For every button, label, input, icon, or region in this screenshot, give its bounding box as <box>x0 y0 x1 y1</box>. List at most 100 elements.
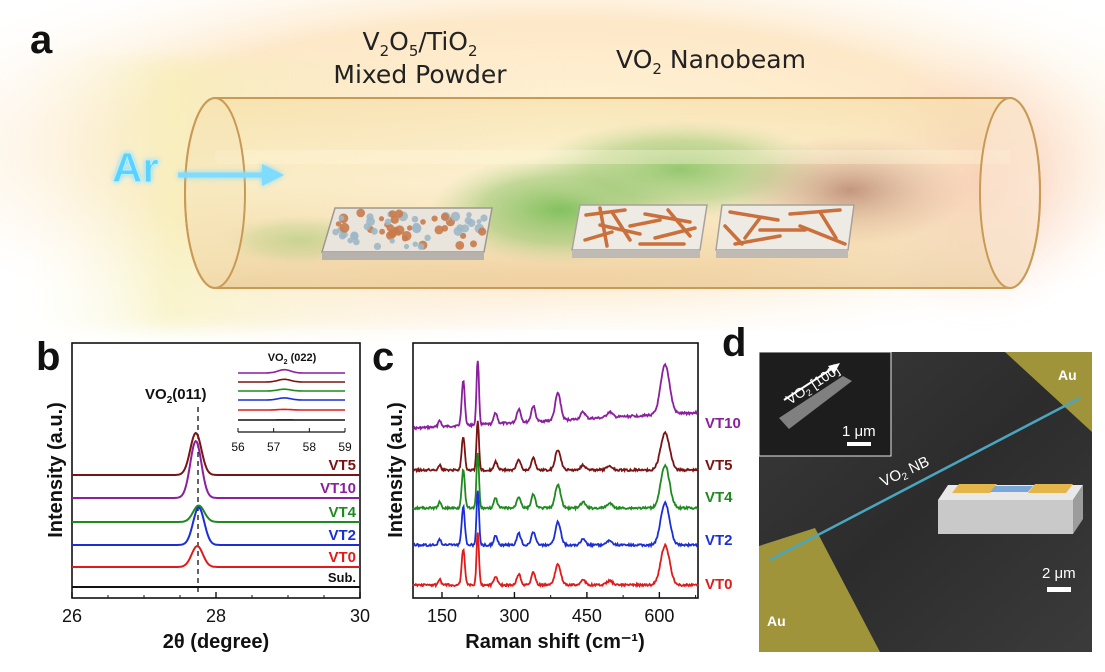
nanobeam-substrate-2 <box>715 204 855 258</box>
inset-arrow-head <box>828 363 840 374</box>
panel-b-y-label: Intensity (a.u.) <box>45 402 67 538</box>
powder-label-line2: Mixed Powder <box>333 60 507 89</box>
vo2-nanobeam-rod <box>798 224 847 246</box>
powder-particle <box>394 209 404 218</box>
nanobeams-2 <box>723 208 847 246</box>
vo2-nanobeam-rod <box>666 208 692 238</box>
sem-image: VO2 [100] 1 μm Au Au VO2 NB 2 μm <box>759 352 1092 652</box>
inset-scale-bar <box>847 442 871 446</box>
powder-particle <box>373 242 382 250</box>
powder-particle <box>411 215 419 223</box>
powder-particle <box>453 226 463 236</box>
panel-b-x-ticks: 26 28 30 <box>62 592 370 626</box>
inset-title: VO2 (022) <box>268 352 317 366</box>
vo2-nanobeam-rod <box>788 208 842 216</box>
panel-b-curve-vt0 <box>72 545 360 568</box>
vo2-nanobeam-rod <box>628 218 662 228</box>
panel-b-curve-vt5 <box>72 431 360 476</box>
panel-c-curve-vt0 <box>412 532 699 589</box>
vo2-nanobeam <box>769 396 1081 562</box>
inset-x-tick-label: 57 <box>267 440 281 454</box>
powder-particle <box>356 208 366 218</box>
vo2-nanobeam-rod <box>653 226 697 240</box>
device-front <box>938 500 1073 534</box>
nanobeam-label: VO2 Nanobeam <box>616 45 806 78</box>
panel-c: c VT10 VT5 VT4 VT2 VT0 150 300 450 600 Raman sh… <box>372 335 741 653</box>
vo2-nanobeam-rod <box>743 216 762 240</box>
panel-b-series-label: VT10 <box>320 480 356 497</box>
powder-particle <box>420 219 426 225</box>
inset-x-tick-label: 59 <box>338 440 352 454</box>
powder-particle <box>441 212 449 221</box>
powder-particles <box>332 208 488 250</box>
powder-particle <box>386 231 395 240</box>
panel-b-series-label: Sub. <box>328 570 356 585</box>
panel-c-series-label: VT2 <box>705 532 733 549</box>
panel-c-series-label: VT10 <box>705 415 741 432</box>
powder-particle <box>403 243 410 250</box>
nanobeam-substrate-1 <box>571 204 708 258</box>
powder-particle <box>461 224 469 233</box>
tube-right-end <box>979 97 1041 289</box>
panel-c-series-labels: VT10 VT5 VT4 VT2 VT0 <box>705 415 741 593</box>
panel-d-letter: d <box>722 321 746 365</box>
powder-particle <box>389 238 395 244</box>
powder-particle <box>352 238 360 246</box>
powder-particle <box>431 215 438 222</box>
vo2-nanobeam-rod <box>728 210 780 222</box>
panel-c-x-label: Raman shift (cm⁻¹) <box>465 631 644 653</box>
powder-particle <box>335 221 342 227</box>
panel-b-x-tick-label: 30 <box>350 606 370 626</box>
powder-particle <box>478 227 487 236</box>
panel-c-curve-vt5 <box>412 420 699 474</box>
panel-c-series-label: VT5 <box>705 457 733 474</box>
panel-c-y-label: Intensity (a.u.) <box>385 402 407 538</box>
panel-c-curve-vt10 <box>412 360 699 431</box>
vo2-nanobeam-rod <box>584 208 627 217</box>
powder-particle <box>347 237 354 244</box>
powder-particle <box>450 211 461 222</box>
powder-particle <box>395 225 405 235</box>
panel-c-curve-vt4 <box>412 452 699 512</box>
inset-curve-vt2 <box>238 397 345 401</box>
au-bottom-label: Au <box>767 613 786 629</box>
powder-particle <box>424 234 431 241</box>
panel-b-x-tick-label: 28 <box>206 606 226 626</box>
panel-b-series-label: VT2 <box>328 527 356 544</box>
inset-curves <box>238 368 345 421</box>
panel-c-series-label: VT0 <box>705 576 733 593</box>
powder-particle <box>467 219 476 227</box>
powder-particle <box>384 218 392 226</box>
device-channel <box>990 486 1033 492</box>
panel-b: b VT10 VT5 VT4 VT2 VT0 Sub. VO2(011) VO2 (022… <box>36 335 370 653</box>
powder-particle <box>480 214 488 222</box>
powder-particle <box>411 223 422 234</box>
panel-b-curve-vt10 <box>72 439 360 499</box>
powder-particle <box>417 243 425 250</box>
panel-b-curve-vt2 <box>72 506 360 546</box>
powder-particle <box>339 222 350 233</box>
device-side <box>1073 485 1083 534</box>
vo2-nanobeam-rod <box>643 212 692 224</box>
vo2-nanobeam-rod <box>818 210 838 240</box>
panel-c-curve-vt2 <box>412 490 699 549</box>
powder-particle <box>388 210 397 218</box>
device-schematic <box>938 484 1083 534</box>
powder-particle <box>407 225 413 231</box>
panel-d: d VO2 [100] 1 μm Au Au VO2 NB <box>722 321 1092 652</box>
panel-b-series-label: VT4 <box>328 504 356 521</box>
inset-ticks: 56 57 58 59 <box>231 428 352 454</box>
device-pad-left <box>952 484 997 493</box>
arrow-head <box>262 164 284 186</box>
vo2-nanobeam-rod <box>723 224 744 246</box>
panel-c-letter: c <box>372 335 394 379</box>
inset-curve-vt0 <box>238 408 345 411</box>
vo2-nanobeam-rod <box>610 210 632 242</box>
inset-scale-label: 1 μm <box>842 423 876 440</box>
panel-c-x-tick-label: 300 <box>499 606 529 626</box>
sem-inset <box>759 352 892 457</box>
powder-particle <box>434 225 444 235</box>
inset-x-tick-label: 56 <box>231 440 245 454</box>
